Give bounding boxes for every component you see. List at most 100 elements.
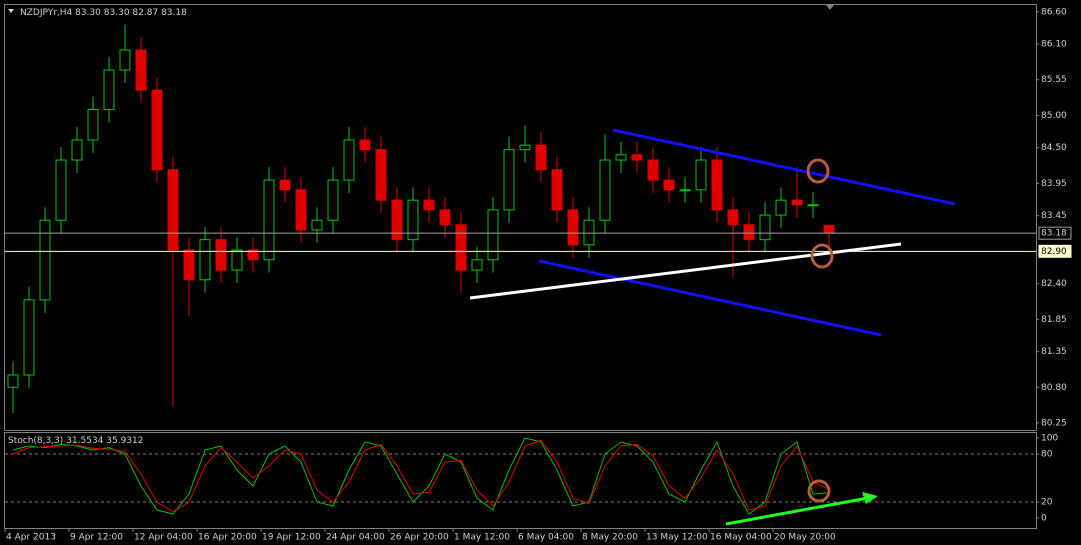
candle-body [55,159,67,221]
candle-body [263,179,275,261]
candle-body [231,249,243,271]
candle-body [583,219,595,246]
circle-marker [810,243,834,269]
plot: 86.60 86.10 85.55 85.00 84.50 83.95 83.45 82.40… [4,7,1072,543]
candle-body [775,199,787,216]
channel-top [612,128,956,206]
candle-body [615,154,627,161]
y-tick-label: 81.35 [1041,347,1067,357]
candle-body [39,219,51,301]
y-tick-label: 80 [1041,450,1053,460]
candle-body [487,209,499,261]
x-tick-label: 19 Apr 12:00 [262,533,321,543]
candle-body [327,179,339,221]
candle-body [7,374,19,388]
candle-body [455,224,467,271]
candle-body [519,144,531,151]
y-tick-label: 100 [1041,434,1058,444]
x-tick-label: 26 Apr 20:00 [390,533,449,543]
x-tick-label: 1 May 12:00 [454,533,510,543]
stoch-line [12,437,830,515]
price-label-box [1038,226,1072,240]
candle-body [727,209,739,226]
candle-body [183,249,195,281]
arrow [725,496,869,526]
candle-body [711,159,723,211]
price-label: 82.90 [1041,247,1067,257]
y-tick-label: 85.00 [1041,111,1067,121]
menu-icon [8,9,14,13]
candle-body [647,159,659,181]
candle-body [247,249,259,261]
arrow-head [862,492,878,504]
candle-body [119,49,131,71]
symbol-header: NZDJPYr,H4 83.30 83.30 82.87 83.18 [20,8,187,18]
price-label-box [1038,244,1072,258]
y-tick-label: 85.55 [1041,75,1067,85]
candle-body [743,224,755,241]
candle-body [663,179,675,191]
annotations [469,128,956,526]
candle-body [343,139,355,181]
candle-body [631,154,643,161]
candle-body [567,209,579,246]
candle-body [791,199,803,206]
candle-body [167,169,179,251]
x-tick-label: 16 Apr 20:00 [198,533,257,543]
candle-body [423,199,435,211]
candle-body [103,69,115,111]
candle-body [215,239,227,271]
y-tick-label: 81.85 [1041,315,1067,325]
candle-body [759,214,771,241]
candle-body [135,49,147,91]
y-tick-label: 80.25 [1041,418,1067,428]
candle-body [551,169,563,211]
y-tick-label: 83.45 [1041,211,1067,221]
candle-body [807,204,819,207]
channel-bottom [538,259,882,337]
y-tick-label: 86.60 [1041,7,1067,17]
candle-body [695,159,707,191]
x-tick-label: 9 Apr 12:00 [70,533,123,543]
x-tick-label: 20 May 20:00 [774,533,836,543]
shift-marker [826,5,834,10]
stoch-header: Stoch(8,3,3) 31.5534 35.9312 [8,436,144,446]
y-tick-label: 86.10 [1041,40,1067,50]
candle-body [23,299,35,376]
stoch-line [12,439,830,513]
candle-body [439,209,451,226]
candle-body [199,239,211,281]
candle-body [503,149,515,211]
price-panel [4,4,1037,431]
y-tick-label: 83.95 [1041,179,1067,189]
candle-body [679,189,691,192]
candle-body [375,149,387,201]
y-tick-label: 82.40 [1041,279,1067,289]
candle-body [279,179,291,191]
y-tick-label: 20 [1041,498,1053,508]
x-tick-label: 12 Apr 04:00 [134,533,193,543]
candle-body [599,159,611,221]
candle-body [471,259,483,271]
candle-body [151,89,163,171]
circle-marker [806,158,830,184]
support-line [469,242,902,300]
candle-body [87,109,99,141]
candle-body [295,189,307,231]
x-tick-label: 4 Apr 2013 [6,533,56,543]
x-tick-label: 16 May 04:00 [710,533,772,543]
x-tick-label: 13 May 12:00 [646,533,708,543]
x-tick-label: 6 May 04:00 [518,533,574,543]
stoch-panel [4,432,1037,529]
candle-body [407,199,419,241]
x-tick-label: 8 May 20:00 [582,533,638,543]
candle-body [311,219,323,231]
candle-body [391,199,403,241]
circle-marker [807,479,831,503]
y-tick-label: 84.50 [1041,143,1067,153]
candle-body [71,139,83,161]
price-label: 83.18 [1041,229,1067,239]
candle-body [823,224,835,234]
